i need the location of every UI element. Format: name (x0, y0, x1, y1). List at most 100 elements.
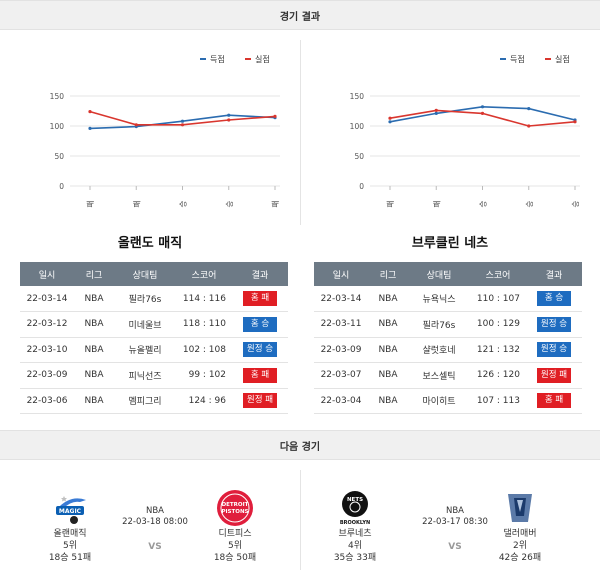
section-header-next: 다음 경기 (0, 430, 600, 460)
cell-opponent: 필라76s (408, 311, 470, 338)
home-team-rank: 5위 (62, 541, 77, 551)
orlando-magic-logo-icon: MAGIC (56, 496, 86, 524)
cell-league: NBA (74, 337, 114, 363)
table-row: 22-03-14 NBA 뉴욕닉스 110 : 107 홈 승 (314, 286, 582, 312)
home-team-name: 올랜매직 (53, 529, 87, 539)
cell-date: 22-03-11 (314, 311, 368, 338)
match-league: NBA (445, 506, 464, 516)
result-badge: 원정 승 (537, 342, 571, 358)
data-point (573, 120, 577, 124)
table-row: 22-03-10 NBA 뉴올펠리 102 : 108 원정 승 (20, 337, 288, 363)
y-tick-label: 100 (350, 122, 365, 131)
col-league: 리그 (74, 262, 114, 286)
cell-opponent: 뉴올펠리 (114, 337, 176, 363)
table-row: 22-03-09 NBA 샬럿호네 121 : 132 원정 승 (314, 337, 582, 363)
data-point (273, 114, 277, 118)
match-datetime: 22-03-18 08:00 (122, 517, 188, 527)
cell-score: 124 : 96 (176, 388, 232, 414)
cell-date: 22-03-14 (20, 286, 74, 312)
col-score: 스코어 (176, 262, 232, 286)
table-row: 22-03-12 NBA 미네울브 118 : 110 홈 승 (20, 311, 288, 338)
svg-text:DETROIT: DETROIT (222, 502, 249, 508)
cell-league: NBA (368, 388, 408, 414)
x-tick-label: 패 (270, 200, 280, 207)
y-tick-label: 0 (359, 182, 364, 191)
chart-right: 득점 실점 150 100 50 0 패 패 승 승 승 (350, 54, 580, 207)
cell-league: NBA (368, 311, 408, 338)
section-header-results: 경기 결과 (0, 0, 600, 30)
vs-label: VS (148, 542, 162, 552)
cell-score: 107 : 113 (470, 388, 526, 414)
data-point (227, 113, 231, 117)
cell-opponent: 마이히트 (408, 388, 470, 414)
data-point (388, 120, 392, 124)
cell-score: 118 : 110 (176, 311, 232, 338)
cell-date: 22-03-09 (314, 337, 368, 363)
cell-opponent: 뉴욕닉스 (408, 286, 470, 312)
data-point (88, 126, 92, 130)
data-point (480, 111, 485, 115)
cell-opponent: 미네울브 (114, 311, 176, 338)
cell-date: 22-03-06 (20, 388, 74, 414)
legend-label: 실점 (255, 54, 270, 64)
section-title: 다음 경기 (279, 441, 321, 453)
x-tick-label: 패 (131, 200, 141, 207)
col-score: 스코어 (470, 262, 526, 286)
legend-label: 득점 (510, 54, 525, 64)
col-result: 결과 (526, 262, 582, 286)
data-point (480, 105, 485, 109)
cell-opponent: 샬럿호네 (408, 337, 470, 363)
cell-result: 원정 승 (526, 311, 582, 338)
data-point (134, 123, 138, 127)
y-tick-label: 150 (50, 92, 65, 101)
table-row: 22-03-06 NBA 멤피그리 124 : 96 원정 패 (20, 388, 288, 414)
team-title-right: 브루클린 네츠 (411, 236, 489, 251)
col-date: 일시 (20, 262, 74, 286)
cell-result: 원정 패 (526, 362, 582, 389)
result-badge: 원정 승 (243, 342, 277, 358)
away-team-record: 42승 26패 (498, 553, 542, 563)
section-title: 경기 결과 (279, 11, 321, 23)
table-header-row: 일시 리그 상대팀 스코어 결과 (20, 262, 288, 286)
svg-text:BROOKLYN: BROOKLYN (340, 520, 370, 526)
team-title-left: 올랜도 매직 (117, 236, 183, 251)
cell-league: NBA (74, 362, 114, 389)
cell-result: 홈 패 (232, 286, 288, 312)
away-team-name: 디트피스 (218, 529, 252, 539)
cell-opponent: 필라76s (114, 286, 176, 312)
recent-games-table-left: 일시 리그 상대팀 스코어 결과 22-03-14 NBA 필라76s 114 : 1… (20, 262, 288, 414)
brooklyn-nets-logo-icon: NETS BROOKLYN (340, 491, 370, 526)
legend-label: 실점 (555, 54, 570, 64)
x-tick-label: 승 (571, 200, 580, 207)
away-team-rank: 5위 (227, 541, 242, 551)
recent-games-table-right: 일시 리그 상대팀 스코어 결과 22-03-14 NBA 뉴욕닉스 110 : 10… (314, 262, 582, 414)
table-row: 22-03-04 NBA 마이히트 107 : 113 홈 패 (314, 388, 582, 414)
result-badge: 홈 패 (243, 367, 277, 383)
table-row: 22-03-11 NBA 필라76s 100 : 129 원정 승 (314, 311, 582, 338)
data-point (227, 118, 231, 122)
y-tick-label: 150 (350, 92, 365, 101)
cell-league: NBA (74, 388, 114, 414)
x-tick-label: 패 (85, 200, 95, 207)
result-badge: 원정 패 (537, 367, 571, 383)
cell-opponent: 멤피그리 (114, 388, 176, 414)
data-point (434, 108, 438, 112)
data-point (527, 124, 531, 128)
y-tick-label: 50 (354, 152, 364, 161)
match-divider (300, 470, 301, 570)
data-point (180, 119, 185, 123)
next-match-left[interactable]: MAGIC 올랜매직 5위 18승 51패 NBA 22-03-18 08:00… (0, 470, 300, 570)
result-badge: 원정 패 (243, 393, 277, 409)
cell-league: NBA (74, 286, 114, 312)
away-team-name: 댈러매버 (503, 529, 537, 539)
cell-score: 110 : 107 (470, 286, 526, 312)
col-opponent: 상대팀 (408, 262, 470, 286)
cell-result: 원정 승 (526, 337, 582, 363)
cell-result: 원정 패 (232, 388, 288, 414)
col-date: 일시 (314, 262, 368, 286)
cell-result: 원정 승 (232, 337, 288, 363)
next-match-right[interactable]: NETS BROOKLYN 브루네츠 4위 35승 33패 NBA 22-03-… (300, 470, 600, 570)
data-point (88, 110, 92, 114)
home-team-record: 18승 51패 (48, 553, 92, 563)
cell-score: 121 : 132 (470, 337, 526, 363)
